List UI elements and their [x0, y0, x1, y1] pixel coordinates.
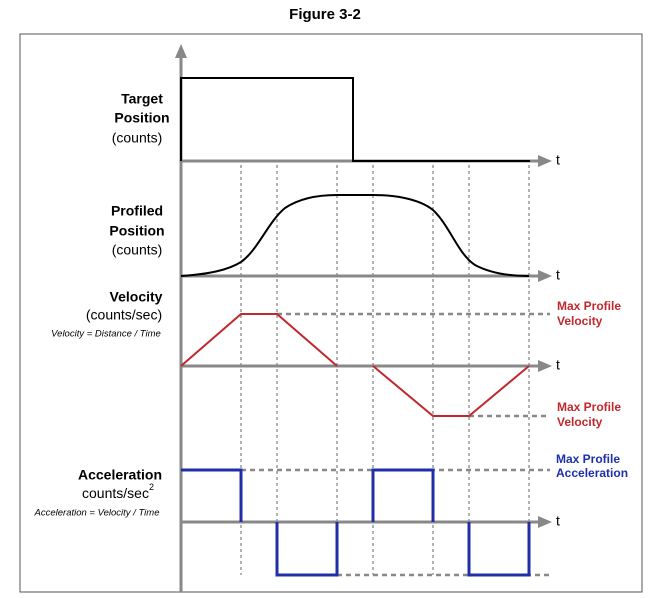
panel-formula: Acceleration = Velocity / Time: [34, 508, 160, 519]
unit-power: 2: [149, 482, 154, 492]
annotation: Acceleration: [556, 466, 628, 480]
reference-lines: [241, 312, 550, 577]
panel-label: Profiled: [111, 203, 163, 219]
panel-label: Position: [114, 110, 169, 126]
annotation: Max Profile: [557, 299, 621, 313]
panel-unit: (counts): [112, 242, 163, 258]
panel-unit: (counts): [112, 130, 163, 146]
acceleration-curve: [371, 468, 435, 522]
velocity-curve: [372, 365, 530, 417]
acceleration-curve: [467, 522, 531, 577]
axis-label: t: [556, 152, 560, 168]
panel-label: Acceleration: [78, 467, 162, 483]
axis-label: t: [556, 513, 560, 529]
annotation: Velocity: [557, 415, 603, 429]
unit-text: counts/sec: [82, 485, 149, 501]
acceleration-curve: [181, 468, 243, 522]
velocity-curve: [180, 313, 338, 367]
figure-title: Figure 3-2: [289, 6, 361, 23]
target-position-curve: [180, 77, 530, 162]
annotation: Max Profile: [556, 452, 620, 466]
axes: [175, 44, 552, 592]
panel-label: Target: [121, 91, 163, 107]
profiled-position-curve: [180, 194, 530, 277]
guides: [240, 165, 530, 575]
panel-label: Velocity: [110, 289, 163, 305]
annotation: Velocity: [557, 314, 603, 328]
axis-label: t: [556, 267, 560, 283]
panel-unit: (counts/sec): [86, 307, 162, 323]
acceleration-curve: [275, 522, 339, 577]
annotation: Max Profile: [557, 400, 621, 414]
axis-label: t: [556, 357, 560, 373]
panel-formula: Velocity = Distance / Time: [51, 329, 161, 340]
panel-unit: counts/sec2: [82, 482, 154, 500]
panel-label: Position: [109, 223, 164, 239]
frame: [19, 33, 643, 593]
